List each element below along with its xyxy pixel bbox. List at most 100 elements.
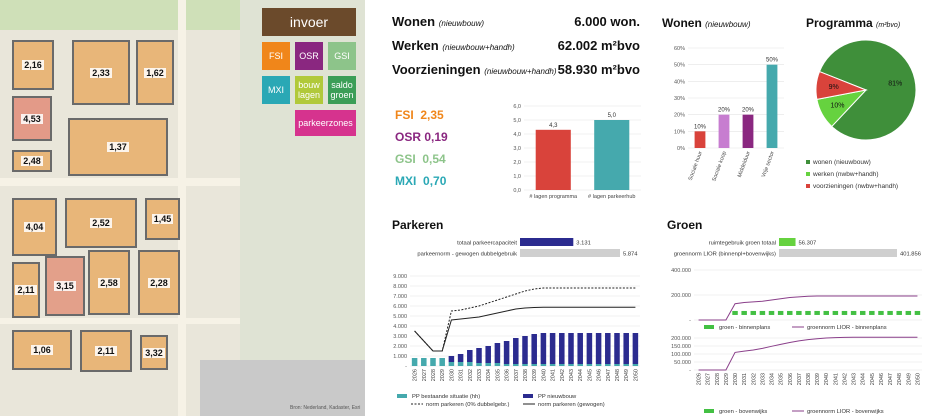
x-tick-label: 2032 — [751, 373, 757, 385]
y-tick-label: 20% — [674, 113, 685, 119]
x-tick-label: 2041 — [833, 373, 839, 385]
map-block[interactable]: 2,16 — [12, 40, 54, 90]
x-tick-label: 2038 — [523, 369, 529, 381]
summary-bar — [779, 249, 897, 257]
map-block[interactable]: 3,32 — [140, 335, 168, 370]
wonen-chart-title: Wonen (nieuwbouw) — [662, 16, 751, 30]
x-tick-label: 2046 — [597, 369, 603, 381]
map-block[interactable]: 1,06 — [12, 330, 72, 370]
bar — [605, 333, 611, 364]
parkeerzones-button[interactable]: parkeerzones — [295, 110, 356, 136]
marker — [750, 310, 757, 315]
x-tick-label: 2026 — [697, 373, 703, 385]
x-tick-label: 2050 — [915, 373, 921, 385]
bar — [535, 129, 571, 190]
bar — [485, 363, 491, 366]
marker — [905, 310, 912, 315]
map-block[interactable]: 4,53 — [12, 96, 52, 141]
x-tick-label: 2039 — [532, 369, 538, 381]
map-block[interactable]: 4,04 — [12, 198, 57, 256]
osr-button[interactable]: OSR — [295, 42, 323, 70]
bar — [605, 364, 611, 366]
kpi-wonen-label: Wonen (nieuwbouw) — [392, 14, 485, 29]
map-block[interactable]: 2,48 — [12, 150, 52, 172]
groen-bovenwijks-chart: - 50.000 100.000 150.000 200.000 2026 2027 2028… — [671, 336, 922, 415]
pie-slice — [818, 39, 917, 141]
y-tick-label: 100.000 — [671, 352, 691, 358]
summary-category: totaal parkeercapaciteit — [457, 241, 517, 247]
map-block[interactable]: 2,33 — [72, 40, 130, 105]
bar — [457, 362, 464, 366]
bar — [467, 350, 473, 362]
map-block[interactable]: 2,28 — [138, 250, 180, 315]
map-block[interactable]: 1,62 — [136, 40, 174, 105]
legend-swatch — [806, 160, 810, 164]
block-fsi-label: 2,58 — [98, 277, 120, 288]
map-block[interactable]: 1,45 — [145, 198, 180, 240]
x-tick-label: 2041 — [551, 369, 557, 381]
invoer-button[interactable]: invoer — [262, 8, 356, 36]
bar — [632, 333, 639, 364]
y-tick-label: 5,0 — [513, 118, 521, 124]
bar — [632, 364, 639, 366]
bar — [430, 358, 436, 366]
x-tick-label: Vrije sector — [761, 150, 776, 178]
block-fsi-label: 2,48 — [21, 156, 43, 166]
bar — [586, 364, 593, 366]
bar — [549, 364, 556, 366]
bar — [577, 333, 583, 364]
legend-label: norm parkeren (gewogen) — [538, 402, 605, 408]
x-tick-label: 2044 — [578, 369, 584, 381]
bar — [494, 343, 501, 363]
data-label: 10% — [694, 124, 707, 130]
bouwlagen-button[interactable]: bouw lagen — [295, 76, 323, 104]
summary-value: 3.131 — [576, 241, 591, 247]
marker — [777, 310, 784, 315]
y-tick-label: 200.000 — [671, 336, 691, 342]
y-tick-label: 3,0 — [513, 146, 521, 152]
marker — [732, 310, 738, 315]
map-block[interactable]: 2,11 — [12, 262, 40, 318]
x-tick-label: 2028 — [431, 369, 437, 381]
summary-category: groennorm LIOR (binnenpl+bovenwijks) — [674, 252, 776, 258]
data-label: 5,0 — [608, 113, 617, 119]
x-tick-label: 2034 — [486, 369, 492, 381]
y-tick-label: 6.000 — [393, 304, 407, 310]
x-tick-label: 2032 — [468, 369, 474, 381]
legend-swatch — [806, 184, 810, 188]
bar — [421, 358, 427, 366]
x-tick-label: 2029 — [440, 369, 446, 381]
saldogroen-button[interactable]: saldo groen — [328, 76, 356, 104]
map-block[interactable]: 2,58 — [88, 250, 130, 315]
bar — [623, 364, 629, 366]
pie-slice — [815, 70, 868, 100]
fsi-button[interactable]: FSI — [262, 42, 290, 70]
bar — [513, 364, 519, 366]
marker — [869, 310, 875, 315]
series-line — [414, 287, 636, 352]
y-tick-label: 6,0 — [513, 104, 521, 110]
kpi-werken-value: 62.002 m²bvo — [557, 38, 640, 53]
x-tick-label: 2046 — [879, 373, 885, 385]
x-tick-label: 2043 — [852, 373, 858, 385]
x-tick-label: 2031 — [459, 369, 465, 381]
mxi-button[interactable]: MXI — [262, 76, 290, 104]
bar — [594, 120, 630, 190]
bar — [522, 336, 528, 364]
y-tick-label: 150.000 — [671, 344, 691, 350]
x-tick-label: 2036 — [788, 373, 794, 385]
legend-label: PP bestaande situatie (hh) — [412, 394, 480, 400]
bar — [694, 131, 706, 148]
map-block[interactable]: 3,15 — [45, 256, 85, 316]
x-tick-label: 2048 — [615, 369, 621, 381]
x-tick-label: 2028 — [715, 373, 721, 385]
legend-label: werken (nwbw+handh) — [812, 171, 879, 178]
map-block[interactable]: 2,11 — [80, 330, 132, 372]
x-tick-label: 2047 — [888, 373, 894, 385]
bar — [457, 354, 464, 362]
x-tick-label: 2050 — [633, 369, 639, 381]
map-block[interactable]: 2,52 — [65, 198, 137, 248]
gsi-button[interactable]: GSI — [328, 42, 356, 70]
bar — [568, 333, 574, 364]
map-block[interactable]: 1,37 — [68, 118, 168, 176]
